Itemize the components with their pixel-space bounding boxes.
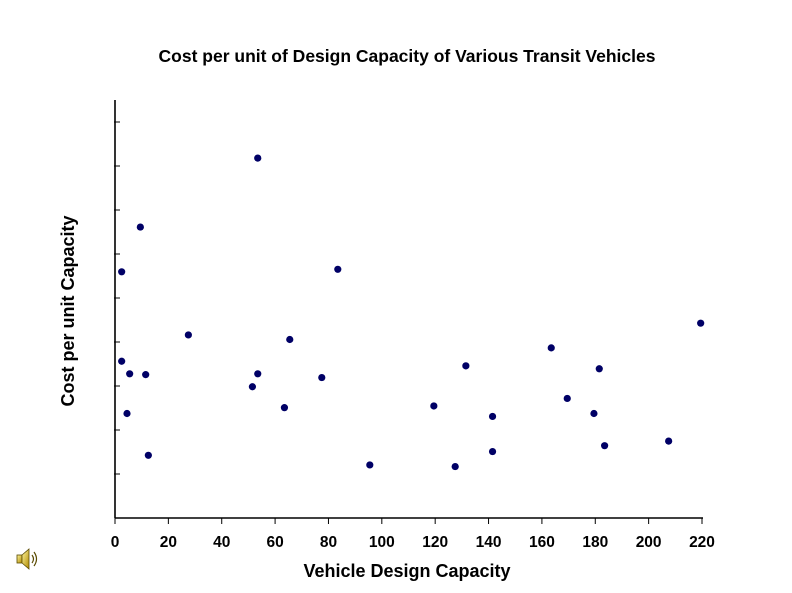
x-tick-label: 220 xyxy=(689,534,715,551)
speaker-icon[interactable] xyxy=(14,546,40,572)
x-tick-label: 200 xyxy=(636,534,662,551)
x-tick-label: 120 xyxy=(422,534,448,551)
data-point xyxy=(488,447,497,456)
data-point xyxy=(118,357,126,365)
data-point xyxy=(118,268,126,276)
data-point xyxy=(563,394,571,403)
data-point xyxy=(126,370,134,378)
axes: 0 20 40 60 80 100 120 140 160 180 200 220 xyxy=(111,100,715,551)
chart-title: Cost per unit of Design Capacity of Vari… xyxy=(159,46,656,66)
data-point xyxy=(601,442,609,450)
data-point xyxy=(142,371,150,379)
data-point xyxy=(254,154,262,162)
data-point xyxy=(462,362,470,370)
data-point xyxy=(280,404,289,412)
data-point xyxy=(430,402,438,410)
x-tick-label: 0 xyxy=(111,534,120,551)
data-point xyxy=(184,331,192,339)
data-points xyxy=(118,154,705,471)
data-point xyxy=(123,409,131,418)
data-point xyxy=(286,335,294,344)
x-tick-label: 60 xyxy=(266,534,283,551)
x-tick-label: 180 xyxy=(582,534,608,551)
x-tick-label: 100 xyxy=(369,534,395,551)
data-point xyxy=(334,265,342,273)
x-tick-label: 20 xyxy=(160,534,177,551)
x-tick-label: 40 xyxy=(213,534,230,551)
data-point xyxy=(547,344,555,352)
x-tick-label: 140 xyxy=(476,534,502,551)
x-axis-label: Vehicle Design Capacity xyxy=(303,561,510,581)
data-point xyxy=(254,370,262,378)
data-point xyxy=(318,373,326,382)
x-tick-label: 80 xyxy=(320,534,337,551)
data-point xyxy=(144,451,152,459)
x-tick-label: 160 xyxy=(529,534,555,551)
data-point xyxy=(595,365,603,373)
data-point xyxy=(366,461,374,469)
data-point xyxy=(248,383,257,391)
y-axis-label: Cost per unit Capacity xyxy=(58,215,78,406)
data-point xyxy=(590,409,598,418)
data-point xyxy=(136,223,144,231)
data-point xyxy=(451,462,459,471)
data-point xyxy=(665,437,673,445)
data-point xyxy=(697,319,705,327)
data-point xyxy=(488,412,497,421)
